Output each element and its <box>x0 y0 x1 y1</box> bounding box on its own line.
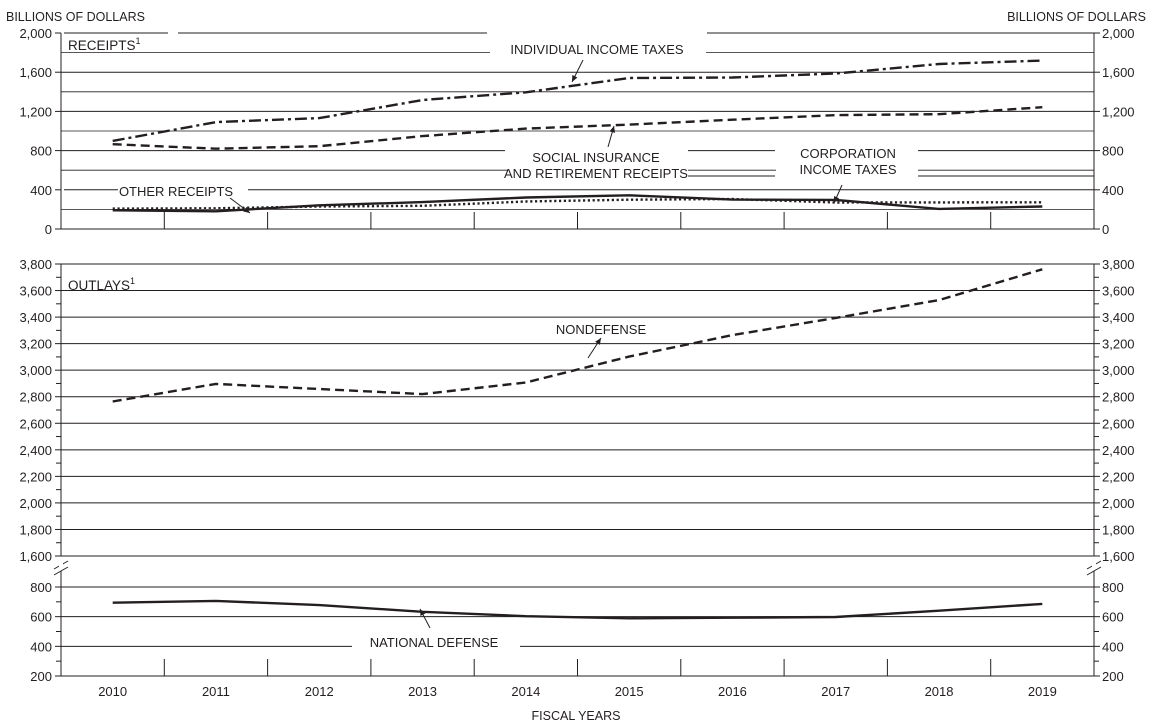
outlays-y-tick-label-right: 2,800 <box>1102 390 1135 405</box>
series-other-receipts <box>112 197 1043 210</box>
receipts-y-tick-label-right: 400 <box>1102 183 1124 198</box>
axis-break-mark <box>53 566 69 576</box>
receipts-y-tick-label: 1,600 <box>19 65 52 80</box>
outlays-panel-label: OUTLAYS1 <box>68 276 135 293</box>
outlays-y-tick-label: 3,000 <box>19 363 52 378</box>
x-tick-label-2012: 2012 <box>305 684 334 699</box>
annotation-arrow-other-head <box>243 206 250 213</box>
annotation-corporation-line1: CORPORATION <box>800 146 896 161</box>
series-corporation-income-taxes <box>112 194 1043 213</box>
outlays-y-tick-label-right: 3,800 <box>1102 257 1135 272</box>
outlays-y-tick-label-right: 3,000 <box>1102 363 1135 378</box>
annotation-backdrop <box>490 40 706 58</box>
series-social-insurance-receipts <box>112 106 1043 150</box>
receipts-y-tick-label-right: 1,200 <box>1102 104 1135 119</box>
series-individual-income-taxes <box>112 59 1043 143</box>
outlays-y-tick-label-right: 800 <box>1102 580 1124 595</box>
outlays-y-tick-label: 2,600 <box>19 416 52 431</box>
left-unit-label: BILLIONS OF DOLLARS <box>6 10 145 24</box>
outlays-y-tick-label: 800 <box>30 580 52 595</box>
annotation-social-insurance-line2: AND RETIREMENT RECEIPTS <box>504 166 688 181</box>
receipts-y-tick-label-right: 2,000 <box>1102 26 1135 41</box>
outlays-y-tick-label-right: 1,800 <box>1102 522 1135 537</box>
outlays-y-tick-label-right: 400 <box>1102 639 1124 654</box>
x-tick-label-2013: 2013 <box>408 684 437 699</box>
annotation-nondefense: NONDEFENSE <box>556 322 647 337</box>
annotation-arrow-individual-head <box>572 75 578 82</box>
x-tick-label-2011: 2011 <box>202 684 230 699</box>
annotation-backdrop <box>352 634 520 652</box>
x-tick-label-2010: 2010 <box>98 684 127 699</box>
annotation-social-insurance-line1: SOCIAL INSURANCE <box>532 150 660 165</box>
outlays-y-tick-label: 2,800 <box>19 390 52 405</box>
outlays-y-tick-label: 2,400 <box>19 443 52 458</box>
outlays-y-tick-label: 600 <box>30 610 52 625</box>
annotation-corporation-line2: INCOME TAXES <box>799 162 896 177</box>
annotation-individual-income-taxes: INDIVIDUAL INCOME TAXES <box>510 42 683 57</box>
annotation-backdrop <box>508 146 688 182</box>
outlays-y-tick-label: 3,400 <box>19 310 52 325</box>
outlays-y-tick-label: 1,600 <box>19 549 52 564</box>
x-tick-label-2014: 2014 <box>511 684 540 699</box>
receipts-y-tick-label: 800 <box>30 144 52 159</box>
annotation-other-receipts: OTHER RECEIPTS <box>119 184 233 199</box>
outlays-y-tick-label-right: 1,600 <box>1102 549 1135 564</box>
outlays-y-tick-label-right: 3,600 <box>1102 284 1135 299</box>
x-tick-label-2017: 2017 <box>821 684 850 699</box>
outlays-y-tick-label-right: 3,200 <box>1102 337 1135 352</box>
outlays-y-tick-label-right: 2,400 <box>1102 443 1135 458</box>
annotation-arrow-national-defense-head <box>420 609 426 616</box>
receipts-y-tick-label: 400 <box>30 183 52 198</box>
receipts-y-tick-label-right: 0 <box>1102 222 1109 237</box>
outlays-y-tick-label-right: 3,400 <box>1102 310 1135 325</box>
right-unit-label: BILLIONS OF DOLLARS <box>1007 10 1146 24</box>
outlays-y-tick-label-right: 2,200 <box>1102 469 1135 484</box>
x-axis-title: FISCAL YEARS <box>532 709 621 723</box>
axis-break-gap <box>1092 557 1096 569</box>
outlays-y-tick-label: 400 <box>30 639 52 654</box>
outlays-y-tick-label: 3,600 <box>19 284 52 299</box>
outlays-y-tick-label-right: 600 <box>1102 610 1124 625</box>
axis-break-mark <box>1086 566 1102 576</box>
outlays-y-tick-label: 200 <box>30 669 52 684</box>
outlays-y-tick-label: 2,000 <box>19 496 52 511</box>
outlays-y-tick-label-right: 200 <box>1102 669 1124 684</box>
axis-break-gap <box>59 557 63 569</box>
x-tick-label-2019: 2019 <box>1028 684 1057 699</box>
x-tick-label-2015: 2015 <box>615 684 644 699</box>
annotation-backdrop <box>776 146 918 180</box>
series-nondefense <box>112 268 1043 403</box>
x-tick-label-2018: 2018 <box>925 684 954 699</box>
outlays-y-tick-label-right: 2,600 <box>1102 416 1135 431</box>
receipts-y-tick-label-right: 800 <box>1102 144 1124 159</box>
annotation-backdrop <box>540 320 662 338</box>
series-national-defense <box>112 599 1043 620</box>
annotation-arrow-corporation-head <box>833 196 840 203</box>
x-tick-label-2016: 2016 <box>718 684 747 699</box>
annotation-backdrop <box>120 184 246 201</box>
receipts-panel-label: RECEIPTS1 <box>68 36 141 53</box>
receipts-y-tick-label-right: 1,600 <box>1102 65 1135 80</box>
receipts-y-tick-label: 2,000 <box>19 26 52 41</box>
outlays-y-tick-label: 3,800 <box>19 257 52 272</box>
annotation-national-defense: NATIONAL DEFENSE <box>370 635 499 650</box>
outlays-y-tick-label: 1,800 <box>19 522 52 537</box>
annotation-arrow-social-head <box>609 126 615 133</box>
outlays-y-tick-label: 3,200 <box>19 337 52 352</box>
outlays-y-tick-label-right: 2,000 <box>1102 496 1135 511</box>
receipts-y-tick-label: 1,200 <box>19 104 52 119</box>
outlays-y-tick-label: 2,200 <box>19 469 52 484</box>
receipts-y-tick-label: 0 <box>45 222 52 237</box>
annotation-arrow-nondefense-head <box>595 338 601 345</box>
